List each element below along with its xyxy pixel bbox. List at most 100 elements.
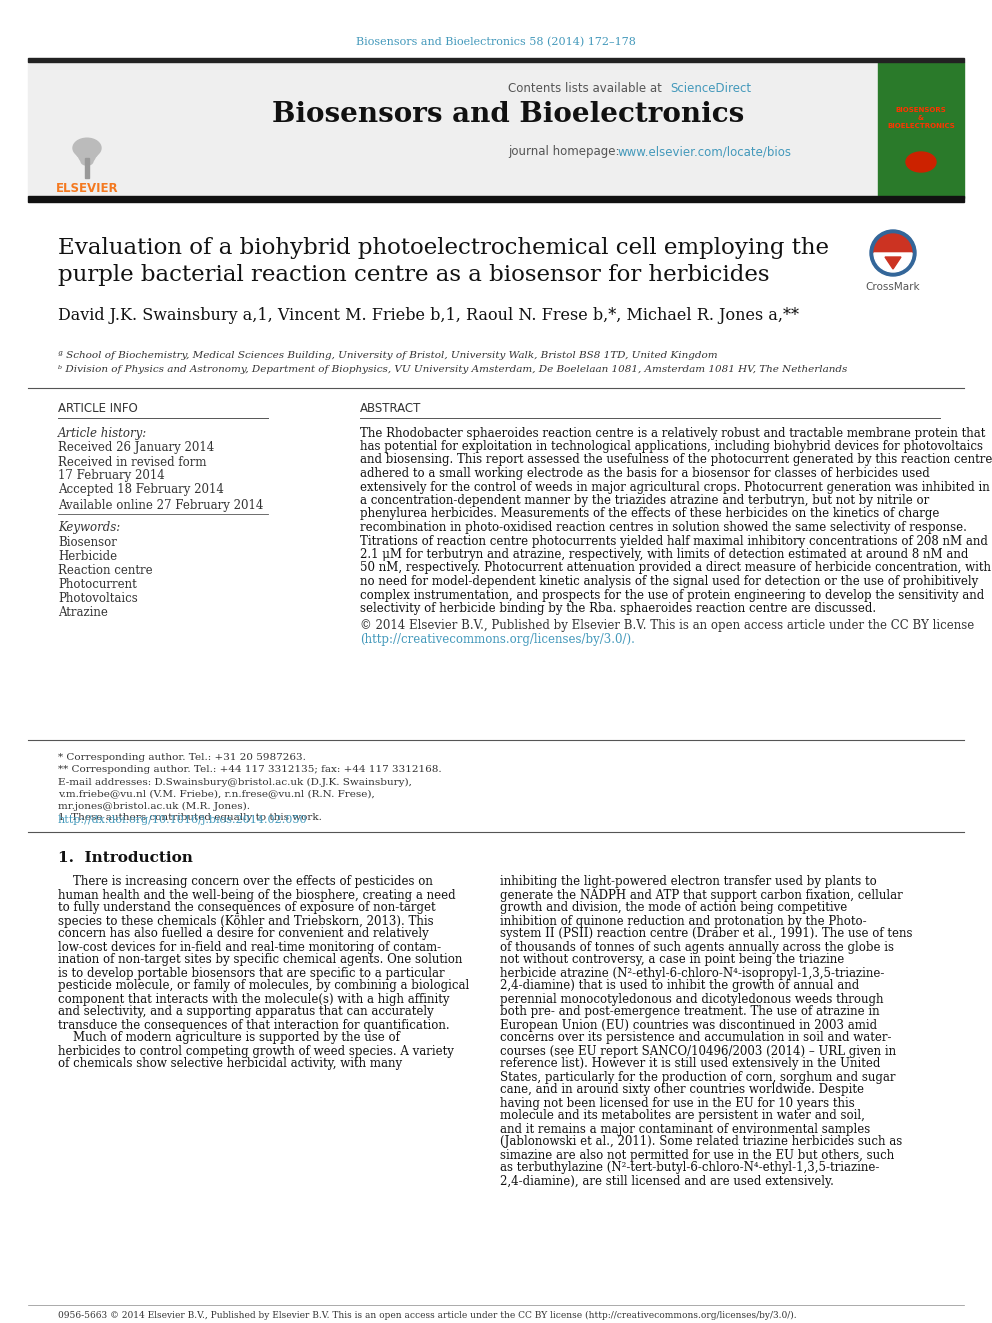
Text: herbicide atrazine (N²-ethyl-6-chloro-N⁴-isopropyl-1,3,5-triazine-: herbicide atrazine (N²-ethyl-6-chloro-N⁴… [500, 967, 885, 979]
Text: journal homepage:: journal homepage: [508, 146, 623, 159]
Text: ELSEVIER: ELSEVIER [56, 181, 118, 194]
Text: ** Corresponding author. Tel.: +44 117 3312135; fax: +44 117 3312168.: ** Corresponding author. Tel.: +44 117 3… [58, 766, 441, 774]
Text: (Jablonowski et al., 2011). Some related triazine herbicides such as: (Jablonowski et al., 2011). Some related… [500, 1135, 903, 1148]
Text: to fully understand the consequences of exposure of non-target: to fully understand the consequences of … [58, 901, 435, 914]
Text: molecule and its metabolites are persistent in water and soil,: molecule and its metabolites are persist… [500, 1110, 865, 1122]
Text: mr.jones@bristol.ac.uk (M.R. Jones).: mr.jones@bristol.ac.uk (M.R. Jones). [58, 802, 250, 811]
Text: having not been licensed for use in the EU for 10 years this: having not been licensed for use in the … [500, 1097, 855, 1110]
Text: Photovoltaics: Photovoltaics [58, 591, 138, 605]
Text: ARTICLE INFO: ARTICLE INFO [58, 401, 138, 414]
Text: of thousands of tonnes of such agents annually across the globe is: of thousands of tonnes of such agents an… [500, 941, 894, 954]
Text: inhibiting the light-powered electron transfer used by plants to: inhibiting the light-powered electron tr… [500, 876, 877, 889]
Text: The Rhodobacter sphaeroides reaction centre is a relatively robust and tractable: The Rhodobacter sphaeroides reaction cen… [360, 426, 985, 439]
Text: growth and division, the mode of action being competitive: growth and division, the mode of action … [500, 901, 847, 914]
Text: generate the NADPH and ATP that support carbon fixation, cellular: generate the NADPH and ATP that support … [500, 889, 903, 901]
Text: Biosensor: Biosensor [58, 536, 117, 549]
Ellipse shape [906, 152, 936, 172]
Bar [28, 196, 964, 202]
Text: extensively for the control of weeds in major agricultural crops. Photocurrent g: extensively for the control of weeds in … [360, 480, 990, 493]
Text: Biosensors and Bioelectronics: Biosensors and Bioelectronics [272, 102, 744, 128]
Text: species to these chemicals (Köhler and Triebskorn, 2013). This: species to these chemicals (Köhler and T… [58, 914, 434, 927]
Bar [28, 62, 145, 198]
Text: inhibition of quinone reduction and protonation by the Photo-: inhibition of quinone reduction and prot… [500, 914, 867, 927]
Text: 2.1 μM for terbutryn and atrazine, respectively, with limits of detection estima: 2.1 μM for terbutryn and atrazine, respe… [360, 548, 968, 561]
Text: * Corresponding author. Tel.: +31 20 5987263.: * Corresponding author. Tel.: +31 20 598… [58, 754, 306, 762]
Text: BIOSENSORS
&
BIOELECTRONICS: BIOSENSORS & BIOELECTRONICS [887, 107, 955, 128]
Text: v.m.friebe@vu.nl (V.M. Friebe), r.n.frese@vu.nl (R.N. Frese),: v.m.friebe@vu.nl (V.M. Friebe), r.n.fres… [58, 790, 375, 799]
Text: of chemicals show selective herbicidal activity, with many: of chemicals show selective herbicidal a… [58, 1057, 402, 1070]
Text: herbicides to control competing growth of weed species. A variety: herbicides to control competing growth o… [58, 1044, 454, 1057]
Text: not without controversy, a case in point being the triazine: not without controversy, a case in point… [500, 954, 844, 967]
Text: reference list). However it is still used extensively in the United: reference list). However it is still use… [500, 1057, 880, 1070]
Ellipse shape [79, 151, 95, 163]
Text: 50 nM, respectively. Photocurrent attenuation provided a direct measure of herbi: 50 nM, respectively. Photocurrent attenu… [360, 561, 991, 574]
Text: no need for model-dependent kinetic analysis of the signal used for detection or: no need for model-dependent kinetic anal… [360, 576, 978, 587]
Text: ᵇ Division of Physics and Astronomy, Department of Biophysics, VU University Ams: ᵇ Division of Physics and Astronomy, Dep… [58, 365, 847, 374]
Text: Evaluation of a biohybrid photoelectrochemical cell employing the: Evaluation of a biohybrid photoelectroch… [58, 237, 829, 259]
Text: Contents lists available at: Contents lists available at [508, 82, 666, 94]
Text: Atrazine: Atrazine [58, 606, 108, 618]
Text: courses (see EU report SANCO/10496/2003 (2014) – URL given in: courses (see EU report SANCO/10496/2003 … [500, 1044, 896, 1057]
Text: European Union (EU) countries was discontinued in 2003 amid: European Union (EU) countries was discon… [500, 1019, 877, 1032]
Text: Received in revised form: Received in revised form [58, 455, 206, 468]
Text: simazine are also not permitted for use in the EU but others, such: simazine are also not permitted for use … [500, 1148, 894, 1162]
Text: Photocurrent: Photocurrent [58, 578, 137, 590]
Text: as terbuthylazine (N²-tert-butyl-6-chloro-N⁴-ethyl-1,3,5-triazine-: as terbuthylazine (N²-tert-butyl-6-chlor… [500, 1162, 879, 1175]
Bar [878, 62, 964, 198]
Wedge shape [874, 234, 912, 253]
Text: Reaction centre: Reaction centre [58, 564, 153, 577]
Text: cane, and in around sixty other countries worldwide. Despite: cane, and in around sixty other countrie… [500, 1084, 864, 1097]
Text: www.elsevier.com/locate/bios: www.elsevier.com/locate/bios [618, 146, 792, 159]
Wedge shape [874, 253, 912, 273]
Text: © 2014 Elsevier B.V., Published by Elsevier B.V. This is an open access article : © 2014 Elsevier B.V., Published by Elsev… [360, 619, 974, 632]
Text: Received 26 January 2014: Received 26 January 2014 [58, 442, 214, 455]
Text: States, particularly for the production of corn, sorghum and sugar: States, particularly for the production … [500, 1070, 896, 1084]
Text: system II (PSII) reaction centre (Draber et al., 1991). The use of tens: system II (PSII) reaction centre (Draber… [500, 927, 913, 941]
Text: Keywords:: Keywords: [58, 521, 120, 534]
Text: purple bacterial reaction centre as a biosensor for herbicides: purple bacterial reaction centre as a bi… [58, 265, 770, 286]
Text: component that interacts with the molecule(s) with a high affinity: component that interacts with the molecu… [58, 992, 449, 1005]
Text: a concentration-dependent manner by the triazides atrazine and terbutryn, but no: a concentration-dependent manner by the … [360, 493, 930, 507]
Text: ScienceDirect: ScienceDirect [670, 82, 751, 94]
Bar [145, 62, 878, 198]
Text: ª School of Biochemistry, Medical Sciences Building, University of Bristol, Univ: ª School of Biochemistry, Medical Scienc… [58, 351, 717, 360]
Ellipse shape [81, 157, 93, 165]
Text: adhered to a small working electrode as the basis for a biosensor for classes of: adhered to a small working electrode as … [360, 467, 930, 480]
Text: Biosensors and Bioelectronics 58 (2014) 172–178: Biosensors and Bioelectronics 58 (2014) … [356, 37, 636, 48]
Text: Titrations of reaction centre photocurrents yielded half maximal inhibitory conc: Titrations of reaction centre photocurre… [360, 534, 988, 548]
Bar [28, 58, 964, 62]
Text: CrossMark: CrossMark [866, 282, 921, 292]
Circle shape [870, 230, 916, 277]
Polygon shape [885, 257, 901, 269]
Text: There is increasing concern over the effects of pesticides on: There is increasing concern over the eff… [58, 876, 433, 889]
Ellipse shape [73, 138, 101, 157]
Text: has potential for exploitation in technological applications, including biohybri: has potential for exploitation in techno… [360, 441, 983, 452]
Text: http://dx.doi.org/10.1016/j.bios.2014.02.050: http://dx.doi.org/10.1016/j.bios.2014.02… [58, 815, 308, 826]
Text: and biosensing. This report assessed the usefulness of the photocurrent generate: and biosensing. This report assessed the… [360, 454, 992, 467]
Text: concerns over its persistence and accumulation in soil and water-: concerns over its persistence and accumu… [500, 1032, 892, 1044]
Text: recombination in photo-oxidised reaction centres in solution showed the same sel: recombination in photo-oxidised reaction… [360, 521, 967, 534]
Text: (http://creativecommons.org/licenses/by/3.0/).: (http://creativecommons.org/licenses/by/… [360, 632, 635, 646]
Text: 1.  Introduction: 1. Introduction [58, 851, 192, 865]
Text: pesticide molecule, or family of molecules, by combining a biological: pesticide molecule, or family of molecul… [58, 979, 469, 992]
Text: and selectivity, and a supporting apparatus that can accurately: and selectivity, and a supporting appara… [58, 1005, 434, 1019]
Text: Available online 27 February 2014: Available online 27 February 2014 [58, 500, 263, 512]
Text: phenylurea herbicides. Measurements of the effects of these herbicides on the ki: phenylurea herbicides. Measurements of t… [360, 508, 939, 520]
Bar [0, 1301, 992, 1323]
Text: complex instrumentation, and prospects for the use of protein engineering to dev: complex instrumentation, and prospects f… [360, 589, 984, 602]
Text: 2,4-diamine), are still licensed and are used extensively.: 2,4-diamine), are still licensed and are… [500, 1175, 834, 1188]
Text: Herbicide: Herbicide [58, 549, 117, 562]
Text: ination of non-target sites by specific chemical agents. One solution: ination of non-target sites by specific … [58, 954, 462, 967]
Text: 17 February 2014: 17 February 2014 [58, 470, 165, 483]
Text: 1  These authors contributed equally to this work.: 1 These authors contributed equally to t… [58, 814, 321, 823]
Text: Accepted 18 February 2014: Accepted 18 February 2014 [58, 483, 224, 496]
Ellipse shape [76, 144, 98, 160]
Text: ABSTRACT: ABSTRACT [360, 401, 422, 414]
Text: concern has also fuelled a desire for convenient and relatively: concern has also fuelled a desire for co… [58, 927, 429, 941]
Text: perennial monocotyledonous and dicotyledonous weeds through: perennial monocotyledonous and dicotyled… [500, 992, 884, 1005]
Text: human health and the well-being of the biosphere, creating a need: human health and the well-being of the b… [58, 889, 455, 901]
Bar [85, 157, 89, 179]
Text: 2,4-diamine) that is used to inhibit the growth of annual and: 2,4-diamine) that is used to inhibit the… [500, 979, 859, 992]
Text: is to develop portable biosensors that are specific to a particular: is to develop portable biosensors that a… [58, 967, 444, 979]
Text: transduce the consequences of that interaction for quantification.: transduce the consequences of that inter… [58, 1019, 449, 1032]
